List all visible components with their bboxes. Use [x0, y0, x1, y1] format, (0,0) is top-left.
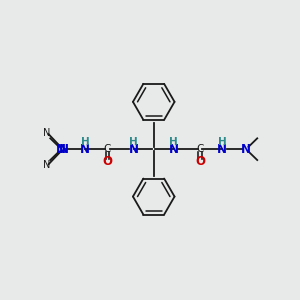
Text: N: N — [218, 143, 227, 156]
Text: N: N — [43, 160, 50, 170]
Text: N: N — [241, 143, 251, 156]
Text: N: N — [169, 143, 179, 156]
Text: N: N — [59, 143, 69, 156]
Text: O: O — [103, 155, 112, 168]
Text: N: N — [43, 128, 50, 138]
Text: N: N — [129, 143, 139, 156]
Text: C: C — [196, 144, 204, 154]
Text: C: C — [104, 144, 111, 154]
Text: H: H — [129, 137, 138, 147]
Text: H: H — [218, 137, 227, 147]
Text: O: O — [195, 155, 205, 168]
Text: H: H — [169, 137, 178, 147]
Text: N: N — [56, 143, 66, 156]
Text: N: N — [80, 143, 90, 156]
Text: H: H — [81, 137, 89, 147]
